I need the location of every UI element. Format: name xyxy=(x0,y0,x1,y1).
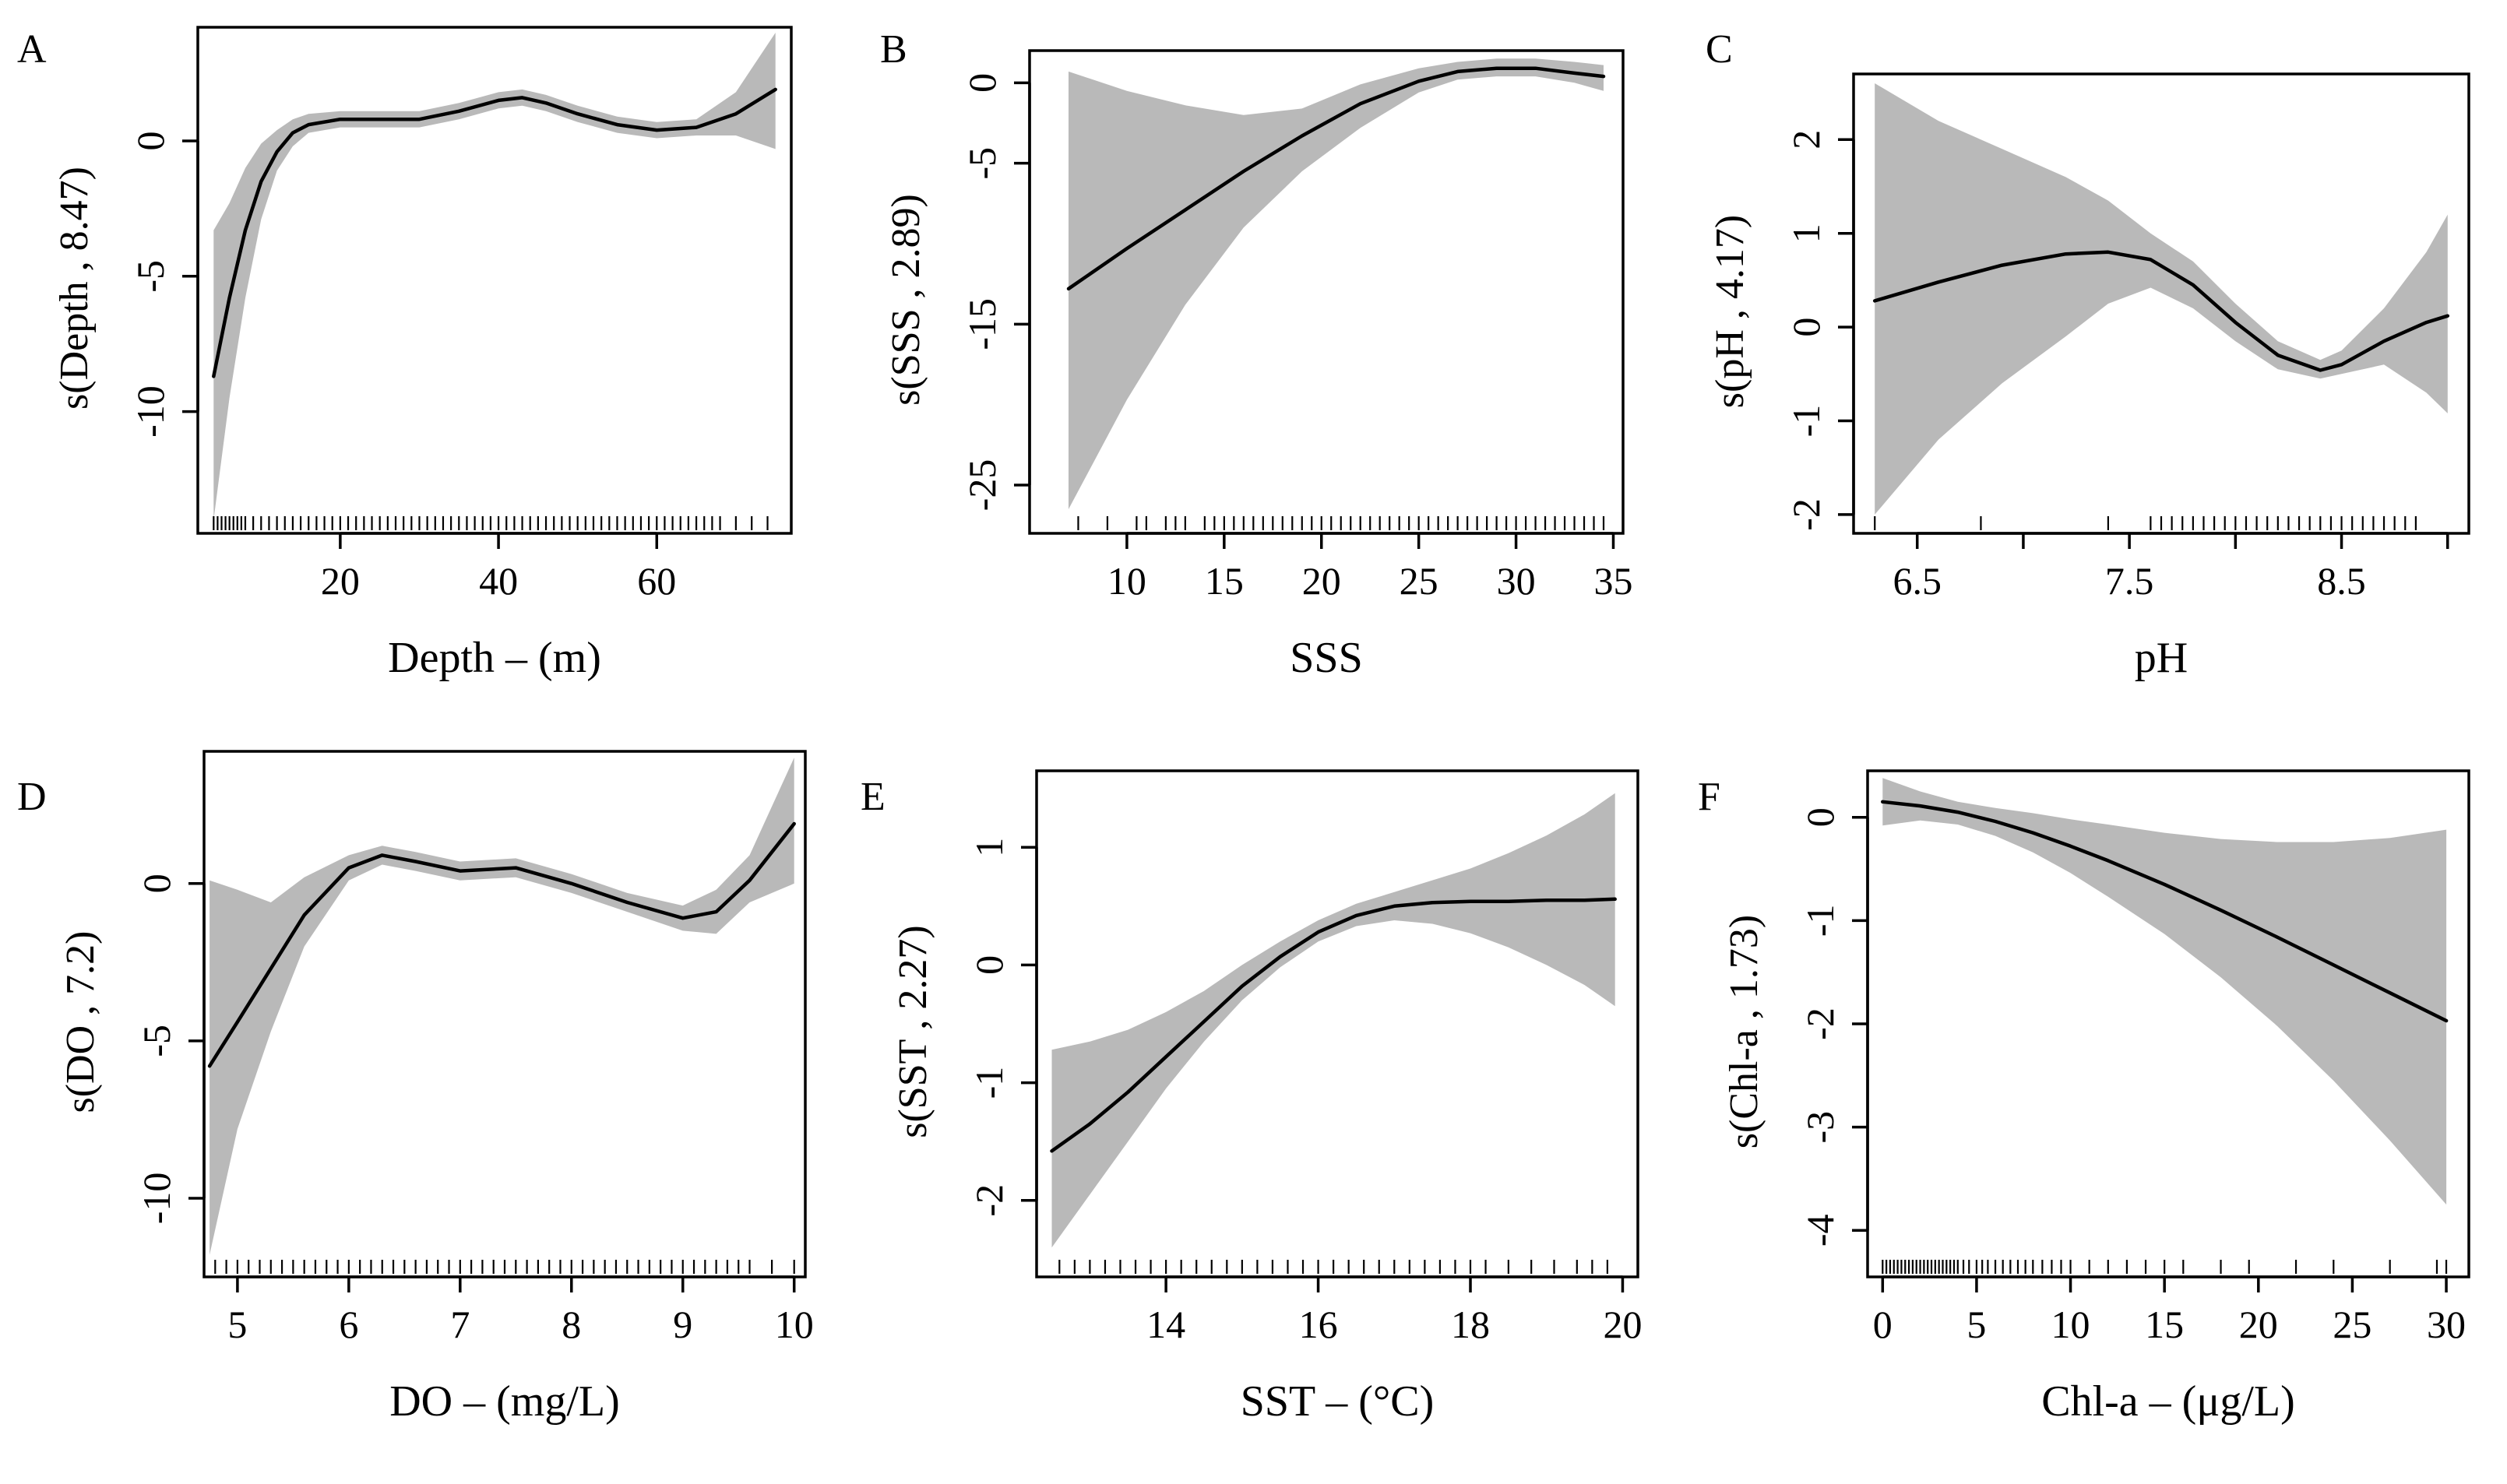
panel-f: 0 5 10 15 20 25 30 -4 -3 -2 -1 0 s(Chl-a , 1.73) Chl-… xyxy=(1698,769,2470,1426)
y-tick-label: 1 xyxy=(967,838,1011,857)
y-axis-label: s(SSS , 2.89) xyxy=(884,194,928,406)
rug-plot xyxy=(214,1260,795,1274)
x-tick-label: 60 xyxy=(637,559,676,603)
y-tick-label: -5 xyxy=(135,1025,178,1057)
x-tick-label: 20 xyxy=(1302,559,1341,603)
y-tick-label: -2 xyxy=(967,1184,1011,1217)
smooth-line xyxy=(1066,66,1606,291)
x-tick-label: 10 xyxy=(2051,1303,2090,1346)
panel-label: A xyxy=(17,27,47,72)
y-tick-label: -15 xyxy=(960,298,1004,350)
panel-label: C xyxy=(1706,27,1733,72)
y-tick-label: -2 xyxy=(1798,1008,1842,1040)
x-tick-label: 7.5 xyxy=(2105,559,2154,603)
x-tick-label: 15 xyxy=(1205,559,1244,603)
x-tick-label: 25 xyxy=(1400,559,1438,603)
confidence-band xyxy=(1882,778,2447,1205)
y-tick-label: -2 xyxy=(1784,498,1828,531)
panel-e: 14 16 18 20 -2 -1 0 1 s(SST , 2.27) SST – (°C) E xyxy=(861,769,1642,1426)
x-tick-label: 9 xyxy=(673,1303,692,1346)
x-axis-label: pH xyxy=(2135,634,2188,682)
y-tick-label: 2 xyxy=(1784,130,1828,149)
x-tick-label: 30 xyxy=(2427,1303,2466,1346)
x-tick-label: 16 xyxy=(1299,1303,1338,1346)
x-axis-label: Chl-a – (μg/L) xyxy=(2041,1377,2295,1426)
smooth-line xyxy=(1872,250,2450,372)
y-axis-label: s(Depth , 8.47) xyxy=(52,167,97,410)
panel-label: D xyxy=(17,775,47,819)
y-tick-label: 0 xyxy=(960,73,1004,93)
y-tick-label: 0 xyxy=(135,874,178,893)
confidence-band xyxy=(213,33,776,520)
x-axis-label: SSS xyxy=(1290,634,1362,682)
x-axis-label: SST – (°C) xyxy=(1241,1377,1435,1426)
panel-a: 20 40 60 -10 -5 0 s(Depth , 8.47) Depth – (m) A xyxy=(17,26,793,682)
panel-b: 10 15 20 25 30 35 -25 -15 -5 0 s(SSS , 2.89) SSS B xyxy=(880,27,1633,682)
y-tick-label: 1 xyxy=(1784,223,1828,243)
x-tick-label: 14 xyxy=(1146,1303,1185,1346)
panel-c: 6.5 7.5 8.5 -2 -1 0 1 2 s(pH , 4.17) pH C xyxy=(1706,27,2470,682)
y-tick-label: 0 xyxy=(129,131,172,150)
y-tick-label: 0 xyxy=(967,955,1011,975)
x-tick-label: 25 xyxy=(2333,1303,2371,1346)
x-tick-label: 15 xyxy=(2145,1303,2184,1346)
rug-plot xyxy=(1077,516,1605,530)
plot-frame xyxy=(202,750,807,1278)
rug-plot xyxy=(1874,516,2417,530)
x-tick-label: 35 xyxy=(1594,559,1633,603)
confidence-band xyxy=(1875,83,2448,515)
x-tick-label: 20 xyxy=(2239,1303,2278,1346)
rug-plot xyxy=(1058,1260,1609,1274)
y-axis-label: s(SST , 2.27) xyxy=(891,925,935,1138)
confidence-band xyxy=(1069,58,1604,510)
confidence-band xyxy=(210,758,794,1255)
y-tick-label: -3 xyxy=(1798,1111,1842,1144)
y-tick-label: -10 xyxy=(135,1173,178,1225)
x-tick-label: 30 xyxy=(1497,559,1536,603)
x-tick-label: 40 xyxy=(479,559,518,603)
rug-plot xyxy=(213,516,769,530)
x-tick-label: 8.5 xyxy=(2317,559,2366,603)
y-tick-label: 0 xyxy=(1798,807,1842,827)
x-tick-label: 5 xyxy=(1967,1303,1986,1346)
smooth-line xyxy=(212,87,777,378)
x-axis-label: Depth – (m) xyxy=(388,634,601,682)
y-tick-label: -25 xyxy=(960,459,1004,512)
x-tick-label: 20 xyxy=(321,559,360,603)
y-tick-label: 0 xyxy=(1784,318,1828,337)
x-tick-label: 20 xyxy=(1603,1303,1642,1346)
y-axis-label: s(Chl-a , 1.73) xyxy=(1722,915,1766,1148)
smooth-line xyxy=(1050,897,1617,1153)
x-tick-label: 7 xyxy=(450,1303,470,1346)
panel-label: E xyxy=(861,775,886,819)
y-tick-label: -1 xyxy=(967,1067,1011,1099)
x-tick-label: 18 xyxy=(1451,1303,1490,1346)
x-tick-label: 0 xyxy=(1873,1303,1893,1346)
y-tick-label: -1 xyxy=(1784,405,1828,438)
x-tick-label: 5 xyxy=(227,1303,247,1346)
panel-label: F xyxy=(1698,775,1720,819)
x-tick-label: 6.5 xyxy=(1893,559,1942,603)
y-tick-label: -10 xyxy=(129,385,172,438)
x-tick-label: 6 xyxy=(339,1303,358,1346)
smooth-line xyxy=(1881,800,2449,1023)
x-tick-label: 10 xyxy=(1107,559,1146,603)
y-tick-label: -5 xyxy=(960,147,1004,180)
x-tick-label: 10 xyxy=(775,1303,814,1346)
rug-plot xyxy=(1882,1260,2448,1274)
y-tick-label: -1 xyxy=(1798,905,1842,937)
smooth-line xyxy=(207,821,796,1068)
confidence-band xyxy=(1051,793,1615,1248)
x-axis-label: DO – (mg/L) xyxy=(389,1377,620,1426)
x-tick-label: 8 xyxy=(562,1303,581,1346)
panel-label: B xyxy=(880,27,907,72)
y-axis-label: s(DO , 7.2) xyxy=(58,931,103,1113)
panel-d: 5 6 7 8 9 10 -10 -5 0 s(DO , 7.2) DO – (mg/L) D xyxy=(17,750,814,1426)
y-axis-label: s(pH , 4.17) xyxy=(1708,215,1752,408)
y-tick-label: -4 xyxy=(1798,1214,1842,1247)
y-tick-label: -5 xyxy=(129,260,172,293)
